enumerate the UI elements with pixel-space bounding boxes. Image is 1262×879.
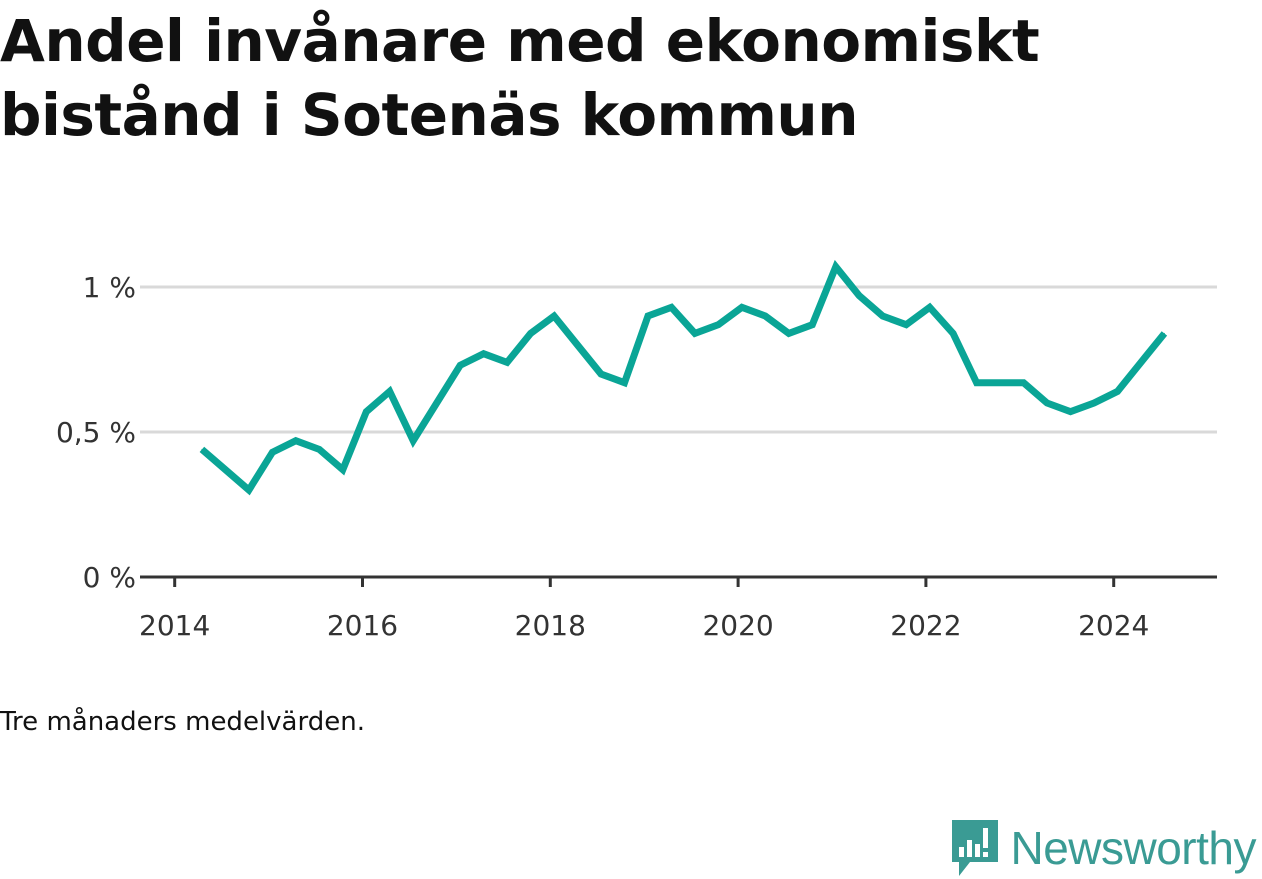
data-point <box>835 266 837 268</box>
chart-title: Andel invånare med ekonomiskt bistånd i … <box>0 7 1040 149</box>
data-point <box>1117 390 1118 392</box>
data-point <box>318 448 320 450</box>
logo-icon-bar-5 <box>983 852 989 857</box>
data-point <box>600 373 602 375</box>
data-point <box>436 402 438 404</box>
newsworthy-logo-icon <box>952 820 999 876</box>
data-point <box>624 382 625 384</box>
data-point <box>858 295 860 297</box>
x-tick-label: 2020 <box>702 609 773 642</box>
x-axis-ticks: 2014 2016 2018 2020 2022 2024 <box>139 577 1149 642</box>
data-point <box>530 332 532 334</box>
series-layer <box>199 259 1168 496</box>
x-tick-label: 2018 <box>515 609 586 642</box>
data-point <box>248 489 250 491</box>
data-point <box>224 469 226 471</box>
data-point <box>506 361 508 363</box>
logo-icon-bar-3 <box>975 844 981 857</box>
data-point <box>882 315 884 317</box>
data-point <box>929 306 931 308</box>
data-point <box>976 382 978 384</box>
x-tick-label: 2016 <box>327 609 398 642</box>
chart-note: Tre månaders medelvärden. <box>0 707 365 737</box>
data-point <box>201 448 203 450</box>
data-point <box>459 364 461 366</box>
data-point <box>342 469 344 471</box>
data-point <box>1070 411 1071 413</box>
data-point <box>577 344 578 346</box>
y-tick-label: 0,5 % <box>56 416 136 449</box>
line-chart: 0 % 0,5 % 1 % 2014 2016 2018 2020 2022 2024 <box>56 259 1217 642</box>
data-point <box>999 382 1001 384</box>
data-point <box>1093 402 1095 404</box>
data-point <box>483 353 485 355</box>
data-point <box>952 332 954 334</box>
x-tick-label: 2024 <box>1078 609 1149 642</box>
y-tick-label: 0 % <box>83 561 136 594</box>
data-point <box>1163 332 1165 334</box>
data-point <box>647 315 649 317</box>
data-point <box>412 440 414 442</box>
data-point <box>741 306 743 308</box>
data-point <box>365 411 367 413</box>
newsworthy-logo[interactable]: Newsworthy <box>950 818 1256 878</box>
data-point <box>389 390 391 392</box>
data-point <box>1046 402 1048 404</box>
logo-icon-bar-2 <box>967 840 973 857</box>
data-point <box>764 315 766 317</box>
data-point <box>295 440 297 442</box>
data-point <box>717 324 719 326</box>
series-line <box>199 259 1168 496</box>
logo-icon-bar-4 <box>983 828 989 848</box>
data-point <box>1140 361 1142 363</box>
x-tick-label: 2014 <box>139 609 210 642</box>
gridlines <box>140 285 1217 434</box>
y-tick-label: 1 % <box>83 271 136 304</box>
data-point <box>553 315 555 317</box>
data-point <box>670 306 672 308</box>
data-point <box>694 332 696 334</box>
data-point <box>1023 382 1025 384</box>
data-point <box>811 324 813 326</box>
data-point <box>788 332 790 334</box>
y-axis-ticks: 0 % 0,5 % 1 % <box>56 271 136 594</box>
logo-icon-bar-1 <box>959 847 965 857</box>
data-point <box>271 451 273 453</box>
data-point <box>905 324 907 326</box>
x-tick-label: 2022 <box>890 609 961 642</box>
logo-text: Newsworthy <box>1010 822 1256 874</box>
